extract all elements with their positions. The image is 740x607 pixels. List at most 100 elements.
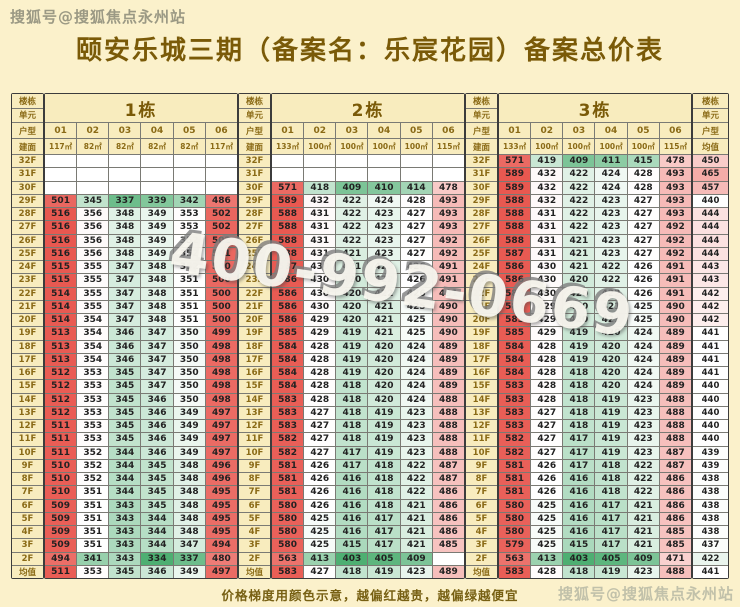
floor-label: 25F <box>466 247 497 260</box>
price-cell: 426 <box>627 261 659 274</box>
price-cell: 478 <box>432 181 464 194</box>
floor-label: 19F <box>239 327 270 340</box>
building-name: 3栋 <box>499 94 691 122</box>
price-cell: 493 <box>432 221 464 234</box>
price-cell: 500 <box>205 274 237 287</box>
price-cell: 509 <box>45 512 77 525</box>
price-cell: 415 <box>336 539 368 552</box>
price-cell: 344 <box>109 446 141 459</box>
price-cell: 485 <box>432 539 464 552</box>
floor-label: 21F <box>12 300 43 313</box>
price-cell: 420 <box>336 274 368 287</box>
unit-row-label: 单元 <box>12 108 43 122</box>
floor-label: 6F <box>239 499 270 512</box>
price-cell <box>45 168 77 181</box>
price-cell: 353 <box>77 406 109 419</box>
unit-number: 06 <box>432 123 464 138</box>
price-cell: 420 <box>563 300 595 313</box>
price-cell: 581 <box>272 486 304 499</box>
price-cell: 343 <box>109 539 141 552</box>
price-cell: 432 <box>304 194 336 207</box>
price-cell: 427 <box>400 221 432 234</box>
price-cell: 427 <box>531 446 563 459</box>
price-cell: 420 <box>368 340 400 353</box>
floor-label: 12F <box>12 420 43 433</box>
price-cell: 416 <box>336 512 368 525</box>
price-cell: 497 <box>205 446 237 459</box>
price-cell: 409 <box>563 155 595 168</box>
floor-average-cell: 440 <box>693 393 728 406</box>
price-cell: 343 <box>109 526 141 539</box>
price-cell: 421 <box>563 247 595 260</box>
price-cell: 487 <box>659 446 691 459</box>
price-cell: 489 <box>659 367 691 380</box>
unit-area: 100㎡ <box>595 139 627 154</box>
price-cell: 423 <box>627 406 659 419</box>
price-cell: 337 <box>109 194 141 207</box>
price-cell: 345 <box>109 420 141 433</box>
floor-label: 4F <box>239 526 270 539</box>
price-cell: 348 <box>173 473 205 486</box>
price-cell: 424 <box>400 380 432 393</box>
price-cell: 353 <box>77 565 109 578</box>
unit-area: 117㎡ <box>45 139 77 154</box>
price-cell: 421 <box>627 539 659 552</box>
price-cell: 352 <box>77 459 109 472</box>
price-cell: 346 <box>141 393 173 406</box>
price-cell: 345 <box>109 380 141 393</box>
floor-average-cell: 441 <box>693 367 728 380</box>
price-cell: 345 <box>109 393 141 406</box>
floor-label: 18F <box>12 340 43 353</box>
floor-label: 15F <box>12 380 43 393</box>
price-cell: 350 <box>173 353 205 366</box>
price-cell: 417 <box>368 512 400 525</box>
price-cell: 491 <box>659 261 691 274</box>
price-cell: 422 <box>400 473 432 486</box>
price-cell: 426 <box>304 486 336 499</box>
price-cell: 422 <box>563 194 595 207</box>
price-cell: 422 <box>563 208 595 221</box>
price-cell: 500 <box>205 314 237 327</box>
price-cell: 424 <box>627 340 659 353</box>
price-cell: 423 <box>595 221 627 234</box>
price-cell: 422 <box>563 168 595 181</box>
price-cell: 416 <box>563 512 595 525</box>
floor-average-cell: 444 <box>693 247 728 260</box>
price-cell: 342 <box>173 194 205 207</box>
price-cell: 584 <box>499 367 531 380</box>
floor-label: 20F <box>12 314 43 327</box>
unit-number: 04 <box>141 123 173 138</box>
floor-label: 2F <box>466 552 497 565</box>
price-cell: 585 <box>499 327 531 340</box>
price-cell: 349 <box>141 247 173 260</box>
price-cell: 416 <box>336 473 368 486</box>
price-cell: 423 <box>400 406 432 419</box>
floor-label: 23F <box>12 274 43 287</box>
price-cell: 431 <box>304 234 336 247</box>
price-cell: 350 <box>173 367 205 380</box>
floor-average-cell: 440 <box>693 406 728 419</box>
price-cell <box>109 155 141 168</box>
floor-label: 11F <box>239 433 270 446</box>
price-cell: 427 <box>627 208 659 221</box>
price-cell: 419 <box>595 433 627 446</box>
unit-number: 05 <box>400 123 432 138</box>
price-cell: 351 <box>173 314 205 327</box>
price-cell: 418 <box>336 380 368 393</box>
price-cell: 423 <box>400 420 432 433</box>
floor-average-cell: 439 <box>693 446 728 459</box>
building-name: 2栋 <box>272 94 464 122</box>
floor-label: 27F <box>466 221 497 234</box>
price-cell: 583 <box>272 420 304 433</box>
price-cell: 417 <box>563 433 595 446</box>
floor-label: 16F <box>12 367 43 380</box>
price-cell: 424 <box>368 194 400 207</box>
price-cell: 348 <box>141 300 173 313</box>
price-cell: 422 <box>368 274 400 287</box>
price-cell: 417 <box>336 459 368 472</box>
floor-label: 5F <box>12 512 43 525</box>
price-cell: 502 <box>205 234 237 247</box>
price-cell: 490 <box>659 314 691 327</box>
price-cell: 512 <box>45 393 77 406</box>
price-cell: 414 <box>400 181 432 194</box>
